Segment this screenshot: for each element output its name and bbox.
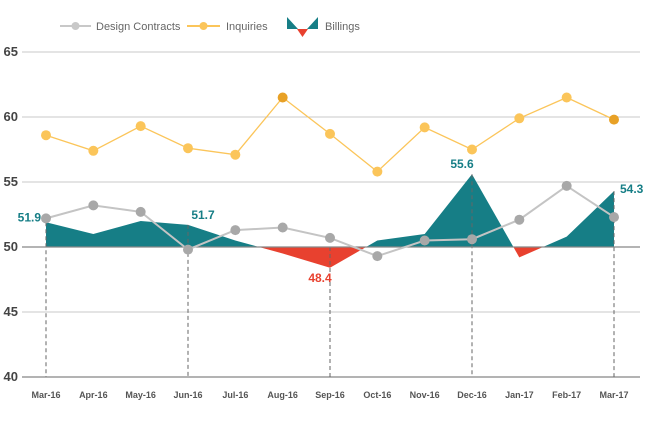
x-tick-label: Jan-17 (505, 390, 534, 400)
x-tick-label: Nov-16 (410, 390, 440, 400)
legend-label-inquiries: Inquiries (226, 21, 268, 33)
x-tick-label: Apr-16 (79, 390, 108, 400)
point-design-contracts (135, 206, 146, 217)
legend-item-billings: Billings (287, 17, 360, 37)
point-design-contracts (277, 222, 288, 233)
point-design-contracts (561, 180, 572, 191)
billings-area-icon-below (297, 29, 308, 37)
gray-line-dot-icon-dot (71, 22, 80, 30)
point-design-contracts (419, 235, 430, 246)
point-inquiries (183, 143, 193, 154)
billings-area-icon-left (287, 17, 298, 29)
point-inquiries (135, 121, 146, 132)
data-label: 51.7 (191, 208, 215, 222)
x-tick-label: Jul-16 (222, 390, 248, 400)
point-design-contracts (41, 213, 51, 224)
x-tick-label: Aug-16 (267, 390, 298, 400)
point-inquiries (277, 92, 288, 103)
billings-area-above (46, 221, 259, 247)
billings-area-icon-right (307, 17, 318, 29)
gridlines (22, 51, 640, 378)
point-design-contracts (467, 234, 477, 245)
y-tick-label: 50 (4, 239, 18, 254)
point-inquiries (230, 149, 241, 160)
point-inquiries (41, 130, 51, 141)
point-design-contracts (325, 232, 335, 243)
point-design-contracts (514, 214, 525, 225)
billings-area-below (259, 247, 367, 268)
point-design-contracts (183, 244, 193, 255)
point-inquiries (467, 144, 477, 155)
data-label: 55.6 (450, 157, 474, 171)
legend-label-design-contracts: Design Contracts (96, 21, 181, 33)
x-tick-label: Sep-16 (315, 390, 345, 400)
legend-item-inquiries: Inquiries (187, 21, 268, 33)
point-inquiries (514, 113, 525, 124)
x-tick-label: Oct-16 (363, 390, 391, 400)
x-tick-label: May-16 (125, 390, 156, 400)
y-tick-label: 55 (4, 174, 18, 189)
data-label: 48.4 (308, 271, 332, 285)
point-inquiries (561, 92, 572, 103)
point-inquiries (88, 145, 99, 156)
x-axis-ticks: Mar-16 Apr-16 May-16 Jun-16 Jul-16 Aug-16 Sep-… (31, 390, 628, 400)
y-axis-ticks: 40 45 50 55 60 65 (4, 44, 18, 384)
legend-label-billings: Billings (325, 21, 360, 33)
x-tick-label: Mar-17 (599, 390, 628, 400)
point-inquiries (372, 166, 383, 177)
legend-item-design-contracts: Design Contracts (60, 21, 181, 33)
series-lines (41, 92, 619, 262)
data-labels: 51.9 51.7 48.4 55.6 54.3 (18, 157, 644, 285)
point-design-contracts (230, 225, 241, 236)
point-design-contracts (609, 212, 619, 223)
data-label: 51.9 (18, 210, 42, 224)
point-inquiries (609, 114, 619, 125)
y-tick-label: 40 (4, 369, 18, 384)
y-tick-label: 45 (4, 304, 18, 319)
yellow-line-dot-icon-dot (199, 22, 208, 30)
data-label: 54.3 (620, 182, 644, 196)
x-tick-label: Mar-16 (31, 390, 60, 400)
y-tick-label: 65 (4, 44, 18, 59)
x-tick-label: Dec-16 (457, 390, 487, 400)
x-tick-label: Feb-17 (552, 390, 581, 400)
point-design-contracts (372, 251, 383, 262)
x-tick-label: Jun-16 (173, 390, 202, 400)
billings-area-below (513, 247, 543, 258)
billings-area (46, 174, 614, 268)
billings-area-above (543, 191, 614, 247)
legend: Design Contracts Inquiries Billings (60, 17, 360, 37)
billings-area-above (366, 174, 514, 247)
point-inquiries (325, 128, 335, 139)
y-tick-label: 60 (4, 109, 18, 124)
point-inquiries (419, 122, 430, 133)
point-design-contracts (88, 200, 99, 211)
